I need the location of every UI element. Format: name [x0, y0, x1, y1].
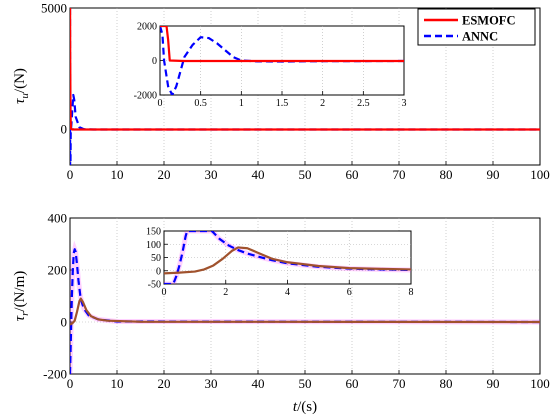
tau-r-ytick-label: 200 — [48, 263, 68, 278]
tau-u-inset-xtick-label: 2 — [320, 98, 325, 109]
tau-u-xtick-label: 20 — [158, 167, 171, 182]
tau-r-ytick-label: -200 — [43, 367, 67, 382]
legend-box — [417, 8, 536, 46]
tau-r-inset-xtick-label: 2 — [223, 287, 228, 298]
tau-u-xtick-label: 0 — [67, 167, 74, 182]
tau-r-inset-ytick-label: 100 — [146, 240, 161, 251]
tau-u-inset-ytick-label: -2000 — [134, 91, 157, 102]
tau-r-inset-ytick-label: -50 — [148, 280, 161, 291]
tau-r-inset-xtick-label: 6 — [347, 287, 352, 298]
tau-u-xtick-label: 100 — [530, 167, 550, 182]
tau-u-xtick-label: 90 — [487, 167, 500, 182]
tau-u-xtick-label: 60 — [346, 167, 359, 182]
tau-u-xtick-label: 10 — [111, 167, 124, 182]
tau-u-xtick-label: 80 — [440, 167, 453, 182]
tau-r-ylabel: τr/(N/m) — [12, 271, 31, 321]
tau-u-inset-xtick-label: 0 — [158, 98, 163, 109]
tau-u-ytick-label: 5000 — [41, 1, 67, 16]
tau-u-inset-ytick-label: 2000 — [137, 22, 157, 33]
tau-u-inset-xtick-label: 0.5 — [194, 98, 207, 109]
tau-u-inset-ytick-label: 0 — [152, 56, 157, 67]
tau-u-xtick-label: 40 — [252, 167, 265, 182]
tau-r-inset-ytick-label: 50 — [151, 253, 161, 264]
tau-r-ytick-label: 400 — [48, 211, 68, 226]
tau-r-inset-grid — [164, 231, 411, 284]
tau-r-ytick-label: 0 — [61, 315, 68, 330]
tau-r-inset-ytick-label: 0 — [156, 266, 161, 277]
tau-r-xtick-label: 0 — [67, 376, 74, 391]
tau-r-xtick-label: 80 — [440, 376, 453, 391]
legend-label-esmofc: ESMOFC — [462, 14, 515, 28]
tau-r-xtick-label: 50 — [299, 376, 312, 391]
tau-r-xtick-label: 60 — [346, 376, 359, 391]
tau-u-xtick-label: 50 — [299, 167, 312, 182]
tau-r-inset-xtick-label: 4 — [285, 287, 290, 298]
tau-u-inset-grid — [160, 26, 404, 95]
legend: ESMOFC ANNC — [417, 8, 536, 46]
tau-u-ylabel: τu/(N) — [12, 68, 31, 104]
tau-u-inset-xtick-label: 1 — [239, 98, 244, 109]
tau-r-series — [70, 240, 540, 374]
tau-r-inset-ytick-label: 150 — [146, 227, 161, 238]
legend-label-annc: ANNC — [462, 30, 498, 44]
tau-u-inset-series — [160, 26, 404, 95]
tau-u-ytick-label: 0 — [61, 121, 68, 136]
tau-r-xtick-label: 70 — [393, 376, 406, 391]
tau-r-xtick-label: 40 — [252, 376, 265, 391]
tau-r-xtick-label: 30 — [205, 376, 218, 391]
tau-u-series — [70, 8, 540, 165]
tau-r-inset-xtick-label: 8 — [409, 287, 414, 298]
tau-r-xtick-label: 10 — [111, 376, 124, 391]
tau-u-xtick-label: 70 — [393, 167, 406, 182]
tau-u-series-esmofc — [70, 8, 540, 131]
tau-r-series-esmofc — [70, 297, 540, 326]
tau-r-inset-series-esmofc — [164, 246, 411, 275]
tau-r-xtick-label: 100 — [530, 376, 550, 391]
tau-u-inset-xtick-label: 1.5 — [276, 98, 289, 109]
tau-u-inset-xtick-label: 3 — [402, 98, 407, 109]
tau-r-inset-xtick-label: 0 — [162, 287, 167, 298]
tau-u-xtick-label: 30 — [205, 167, 218, 182]
tau-r-inset-series — [164, 231, 411, 284]
tau-r-xtick-label: 20 — [158, 376, 171, 391]
tau-r-xlabel: t/(s) — [293, 399, 317, 415]
tau-u-inset-series-esmofc — [160, 26, 404, 63]
tau-u-inset-xtick-label: 2.5 — [357, 98, 370, 109]
tau-r-xtick-label: 90 — [487, 376, 500, 391]
